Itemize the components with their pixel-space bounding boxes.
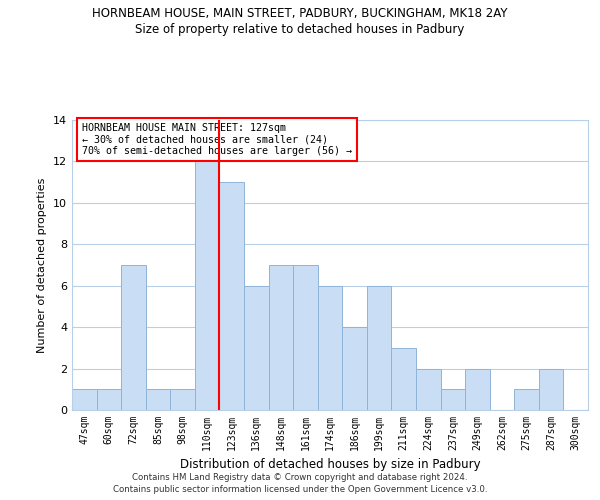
- Bar: [465, 368, 490, 410]
- Bar: [416, 368, 440, 410]
- Bar: [514, 390, 539, 410]
- Bar: [72, 390, 97, 410]
- Bar: [391, 348, 416, 410]
- Bar: [195, 162, 220, 410]
- Text: Size of property relative to detached houses in Padbury: Size of property relative to detached ho…: [136, 22, 464, 36]
- Text: HORNBEAM HOUSE MAIN STREET: 127sqm
← 30% of detached houses are smaller (24)
70%: HORNBEAM HOUSE MAIN STREET: 127sqm ← 30%…: [82, 123, 352, 156]
- Bar: [121, 265, 146, 410]
- Bar: [367, 286, 391, 410]
- Bar: [539, 368, 563, 410]
- Bar: [244, 286, 269, 410]
- Text: Contains public sector information licensed under the Open Government Licence v3: Contains public sector information licen…: [113, 485, 487, 494]
- X-axis label: Distribution of detached houses by size in Padbury: Distribution of detached houses by size …: [179, 458, 481, 471]
- Text: HORNBEAM HOUSE, MAIN STREET, PADBURY, BUCKINGHAM, MK18 2AY: HORNBEAM HOUSE, MAIN STREET, PADBURY, BU…: [92, 8, 508, 20]
- Bar: [146, 390, 170, 410]
- Bar: [342, 327, 367, 410]
- Bar: [269, 265, 293, 410]
- Text: Contains HM Land Registry data © Crown copyright and database right 2024.: Contains HM Land Registry data © Crown c…: [132, 472, 468, 482]
- Bar: [170, 390, 195, 410]
- Bar: [220, 182, 244, 410]
- Bar: [440, 390, 465, 410]
- Y-axis label: Number of detached properties: Number of detached properties: [37, 178, 47, 352]
- Bar: [97, 390, 121, 410]
- Bar: [293, 265, 318, 410]
- Bar: [318, 286, 342, 410]
